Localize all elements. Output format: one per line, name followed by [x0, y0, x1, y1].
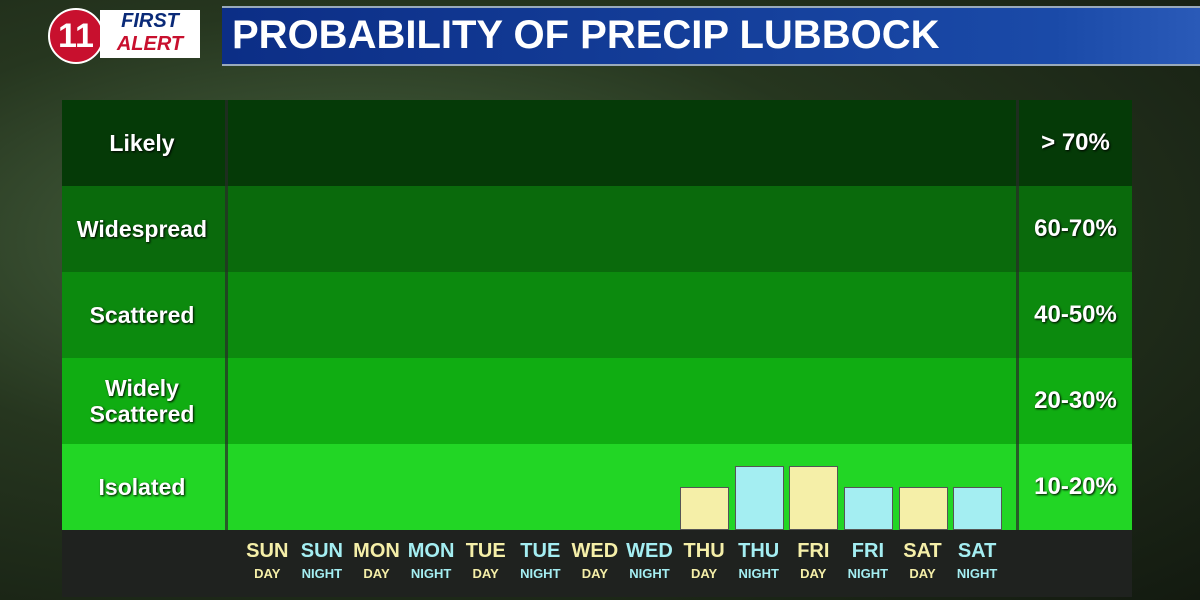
x-tick-label: SUN [300, 540, 343, 562]
x-tick-period: DAY [363, 566, 390, 581]
band-range: > 70% [1041, 129, 1110, 156]
footer [62, 530, 1132, 597]
band-name: Widely Scattered [89, 375, 195, 427]
band-range: 10-20% [1034, 473, 1117, 500]
divider [225, 100, 228, 597]
x-tick-label: TUE [520, 540, 561, 562]
band [62, 100, 1132, 186]
x-tick-period: DAY [909, 566, 936, 581]
chart-title: PROBABILITY OF PRECIP LUBBOCK [232, 13, 940, 57]
x-tick-period: DAY [581, 566, 609, 581]
divider [1016, 100, 1019, 597]
x-tick-label: FRI [797, 540, 830, 562]
band [62, 358, 1132, 444]
x-tick-period: NIGHT [520, 566, 561, 581]
x-tick-label: SAT [957, 540, 997, 562]
bar [680, 487, 730, 530]
x-tick-label: WED [571, 540, 619, 562]
brand-bottom: ALERT [116, 33, 184, 55]
bar [789, 465, 839, 530]
band-name: Widespread [76, 216, 208, 242]
x-tick-period: DAY [472, 566, 499, 581]
band [62, 186, 1132, 272]
band [62, 272, 1132, 358]
band-name: Isolated [98, 474, 186, 500]
x-tick-period: DAY [800, 566, 827, 581]
brand-top: FIRST [121, 10, 179, 32]
x-tick-label: TUE [465, 540, 506, 562]
band-range: 40-50% [1034, 301, 1117, 328]
x-tick-period: NIGHT [629, 566, 670, 581]
bar [734, 465, 784, 530]
x-tick-period: NIGHT [738, 566, 779, 581]
title-bar [222, 6, 1200, 66]
x-tick-period: NIGHT [301, 566, 343, 581]
bar [953, 487, 1003, 530]
x-tick-period: NIGHT [956, 566, 998, 581]
band-name: Likely [109, 130, 175, 156]
x-tick-label: THU [738, 540, 780, 562]
x-tick-period: NIGHT [410, 566, 452, 581]
bar [898, 487, 948, 530]
x-tick-period: DAY [690, 566, 718, 581]
band-name: Scattered [89, 302, 195, 328]
bar [843, 487, 893, 530]
x-tick-label: SUN [246, 540, 289, 562]
x-tick-label: FRI [851, 540, 884, 562]
x-tick-label: THU [683, 540, 725, 562]
x-tick-period: DAY [254, 566, 281, 581]
x-tick-label: WED [626, 540, 673, 562]
logo-number: 11 [48, 8, 104, 64]
x-tick-label: MON [353, 540, 400, 562]
x-tick-label: MON [407, 540, 455, 562]
x-tick-label: SAT [903, 540, 942, 562]
x-tick-period: NIGHT [847, 566, 889, 581]
brand: FIRST ALERT [100, 10, 200, 58]
band-range: 20-30% [1034, 387, 1117, 414]
band-range: 60-70% [1034, 215, 1117, 242]
